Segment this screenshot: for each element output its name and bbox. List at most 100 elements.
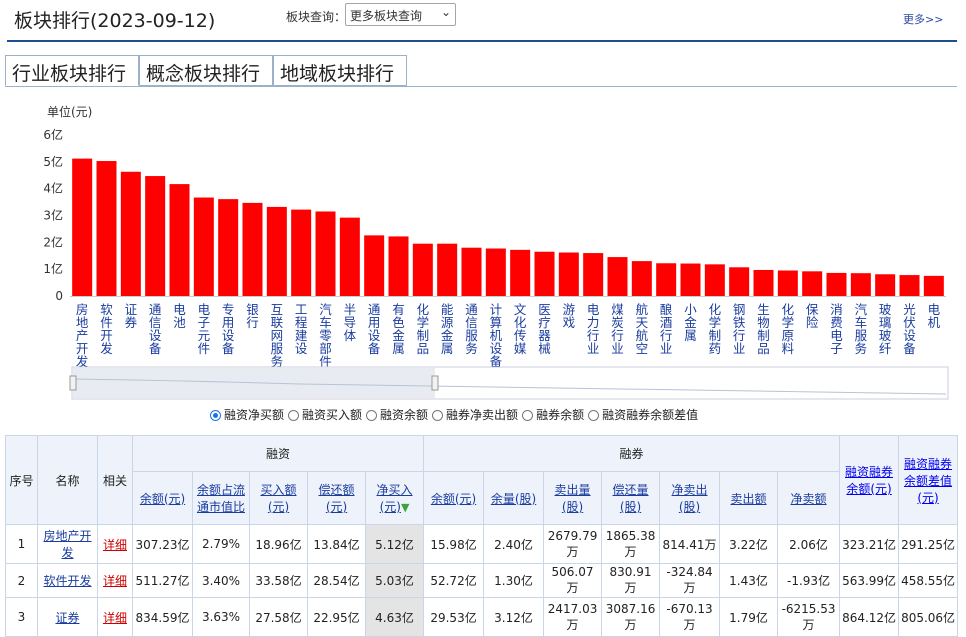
row-detail[interactable]: 详细	[97, 563, 133, 598]
y-tick-label: 1亿	[43, 261, 63, 276]
radio-icon[interactable]	[588, 410, 600, 421]
tab-concept[interactable]: 概念板块排行	[139, 55, 273, 86]
x-tick-label: 化	[709, 302, 722, 317]
sector-name-link[interactable]: 软件开发	[43, 574, 92, 588]
x-tick-label: 发	[76, 354, 89, 369]
sector-bar-chart: 单位(元)01亿2亿3亿4亿5亿6亿房地产开发软件开发证券通信设备电池电子元件专…	[43, 104, 949, 400]
cell-m_net: 5.12亿	[364, 524, 425, 564]
x-tick-label: 算	[490, 315, 503, 330]
col-margin-1-link[interactable]: 余额占流通市值比	[196, 483, 245, 514]
col-short-6[interactable]: 净卖额	[777, 471, 841, 525]
metric-radio-3[interactable]: 融券净卖出额	[432, 406, 518, 423]
col-margin-0[interactable]: 余额(元)	[132, 471, 193, 525]
detail-link[interactable]: 详细	[102, 537, 127, 552]
tab-industry[interactable]: 行业板块排行	[5, 55, 139, 86]
bar	[826, 272, 847, 296]
detail-link[interactable]: 详细	[102, 574, 127, 588]
sector-name-link[interactable]: 证券	[55, 610, 80, 625]
cell-s_net_amt: -1.93亿	[777, 563, 841, 598]
sector-name-link[interactable]: 房地产开发	[43, 529, 92, 560]
radio-icon[interactable]	[288, 410, 300, 421]
row-name[interactable]: 软件开发	[37, 563, 98, 598]
col-short-3[interactable]: 偿还量(股)	[601, 471, 661, 525]
cell-s_bal: 15.98亿	[423, 524, 485, 564]
metric-radio-0[interactable]: 融资净买额	[210, 406, 284, 423]
col-short-3-link[interactable]: 偿还量(股)	[612, 483, 649, 514]
x-tick-label: 学	[782, 315, 795, 330]
x-tick-label: 设	[149, 328, 162, 343]
bar	[266, 206, 287, 296]
more-link[interactable]: 更多>>	[903, 13, 944, 26]
y-tick-label: 5亿	[43, 154, 63, 169]
radio-label: 融券净卖出额	[446, 408, 519, 422]
x-tick-label: 服	[271, 341, 284, 356]
col-total-balance-link[interactable]: 融资融券余额(元)	[845, 465, 894, 496]
col-short-5-link[interactable]: 卖出额	[730, 491, 767, 506]
x-tick-label: 汽	[319, 302, 332, 317]
col-short-0-link[interactable]: 余额(元)	[430, 491, 477, 506]
x-tick-label: 伏	[903, 315, 916, 330]
x-tick-label: 元	[198, 328, 211, 343]
row-detail[interactable]: 详细	[97, 597, 133, 637]
col-margin-4-link[interactable]: 净买入(元)	[376, 483, 413, 514]
col-short-2[interactable]: 卖出量(股)	[543, 471, 603, 525]
col-short-2-link[interactable]: 卖出量(股)	[554, 483, 591, 514]
tab-region[interactable]: 地域板块排行	[273, 55, 407, 86]
cell-s_qty: 3.12亿	[483, 597, 545, 637]
radio-icon[interactable]	[210, 410, 221, 421]
x-tick-label: 业	[611, 341, 624, 356]
bar	[96, 161, 117, 296]
range-handle-left[interactable]	[69, 375, 77, 391]
y-tick-label: 6亿	[43, 127, 63, 142]
metric-radio-2[interactable]: 融资余额	[366, 406, 428, 423]
x-tick-label: 光	[903, 302, 916, 317]
metric-radio-4[interactable]: 融券余额	[522, 406, 584, 423]
col-margin-1[interactable]: 余额占流通市值比	[192, 471, 250, 525]
col-margin-3-link[interactable]: 偿还额(元)	[318, 483, 355, 514]
x-tick-label: 品	[417, 341, 430, 356]
range-handle-right[interactable]	[431, 375, 439, 391]
cell-s_net_qty: -324.84万	[659, 563, 721, 598]
x-tick-label: 软	[100, 302, 113, 317]
x-tick-label: 生	[757, 302, 770, 317]
col-short-5[interactable]: 卖出额	[719, 471, 779, 525]
radio-icon[interactable]	[522, 410, 534, 421]
x-tick-label: 件	[319, 354, 332, 369]
row-name[interactable]: 房地产开发	[37, 524, 98, 564]
x-tick-label: 务	[855, 341, 868, 356]
x-tick-label: 玻	[879, 328, 892, 343]
sector-query-select[interactable]: 更多板块查询 ⌄	[345, 3, 456, 26]
bar	[169, 184, 190, 296]
metric-radio-1[interactable]: 融资买入额	[288, 406, 362, 423]
col-short-0[interactable]: 余额(元)	[423, 471, 485, 525]
metric-radio-5[interactable]: 融资融券余额差值	[588, 406, 698, 423]
col-margin-4[interactable]: 净买入(元)▼	[364, 471, 425, 525]
col-short-1-link[interactable]: 余量(股)	[490, 491, 537, 506]
col-margin-0-link[interactable]: 余额(元)	[139, 491, 186, 506]
x-tick-label: 行	[587, 328, 600, 343]
metric-radio-group: 融资净买额 融资买入额 融资余额 融券净卖出额 融券余额 融资融券余额差值	[210, 406, 702, 423]
cell-s_net_amt: -6215.53万	[777, 597, 841, 637]
x-tick-label: 能	[441, 302, 454, 317]
col-margin-2[interactable]: 买入额(元)	[249, 471, 308, 525]
cell-m_bal: 834.59亿	[132, 597, 193, 637]
col-balance-diff-link[interactable]: 融资融券余额差值(元)	[904, 456, 953, 505]
col-short-4[interactable]: 净卖出(股)	[659, 471, 721, 525]
sort-desc-icon: ▼	[400, 501, 410, 514]
radio-icon[interactable]	[366, 410, 378, 421]
bar	[193, 197, 214, 296]
col-short-4-link[interactable]: 净卖出(股)	[671, 483, 708, 514]
cell-s_sell_qty: 2417.03万	[543, 597, 603, 637]
col-margin-3[interactable]: 偿还额(元)	[307, 471, 366, 525]
x-tick-label: 体	[344, 328, 357, 343]
radio-icon[interactable]	[432, 410, 444, 421]
col-margin-2-link[interactable]: 买入额(元)	[260, 483, 297, 514]
bar	[850, 273, 871, 296]
row-detail[interactable]: 详细	[97, 524, 133, 564]
cell-s_bal: 29.53亿	[423, 597, 485, 637]
bar	[631, 261, 652, 296]
row-name[interactable]: 证券	[37, 597, 98, 637]
col-short-1[interactable]: 余量(股)	[483, 471, 545, 525]
detail-link[interactable]: 详细	[102, 610, 127, 625]
col-short-6-link[interactable]: 净卖额	[790, 491, 827, 506]
